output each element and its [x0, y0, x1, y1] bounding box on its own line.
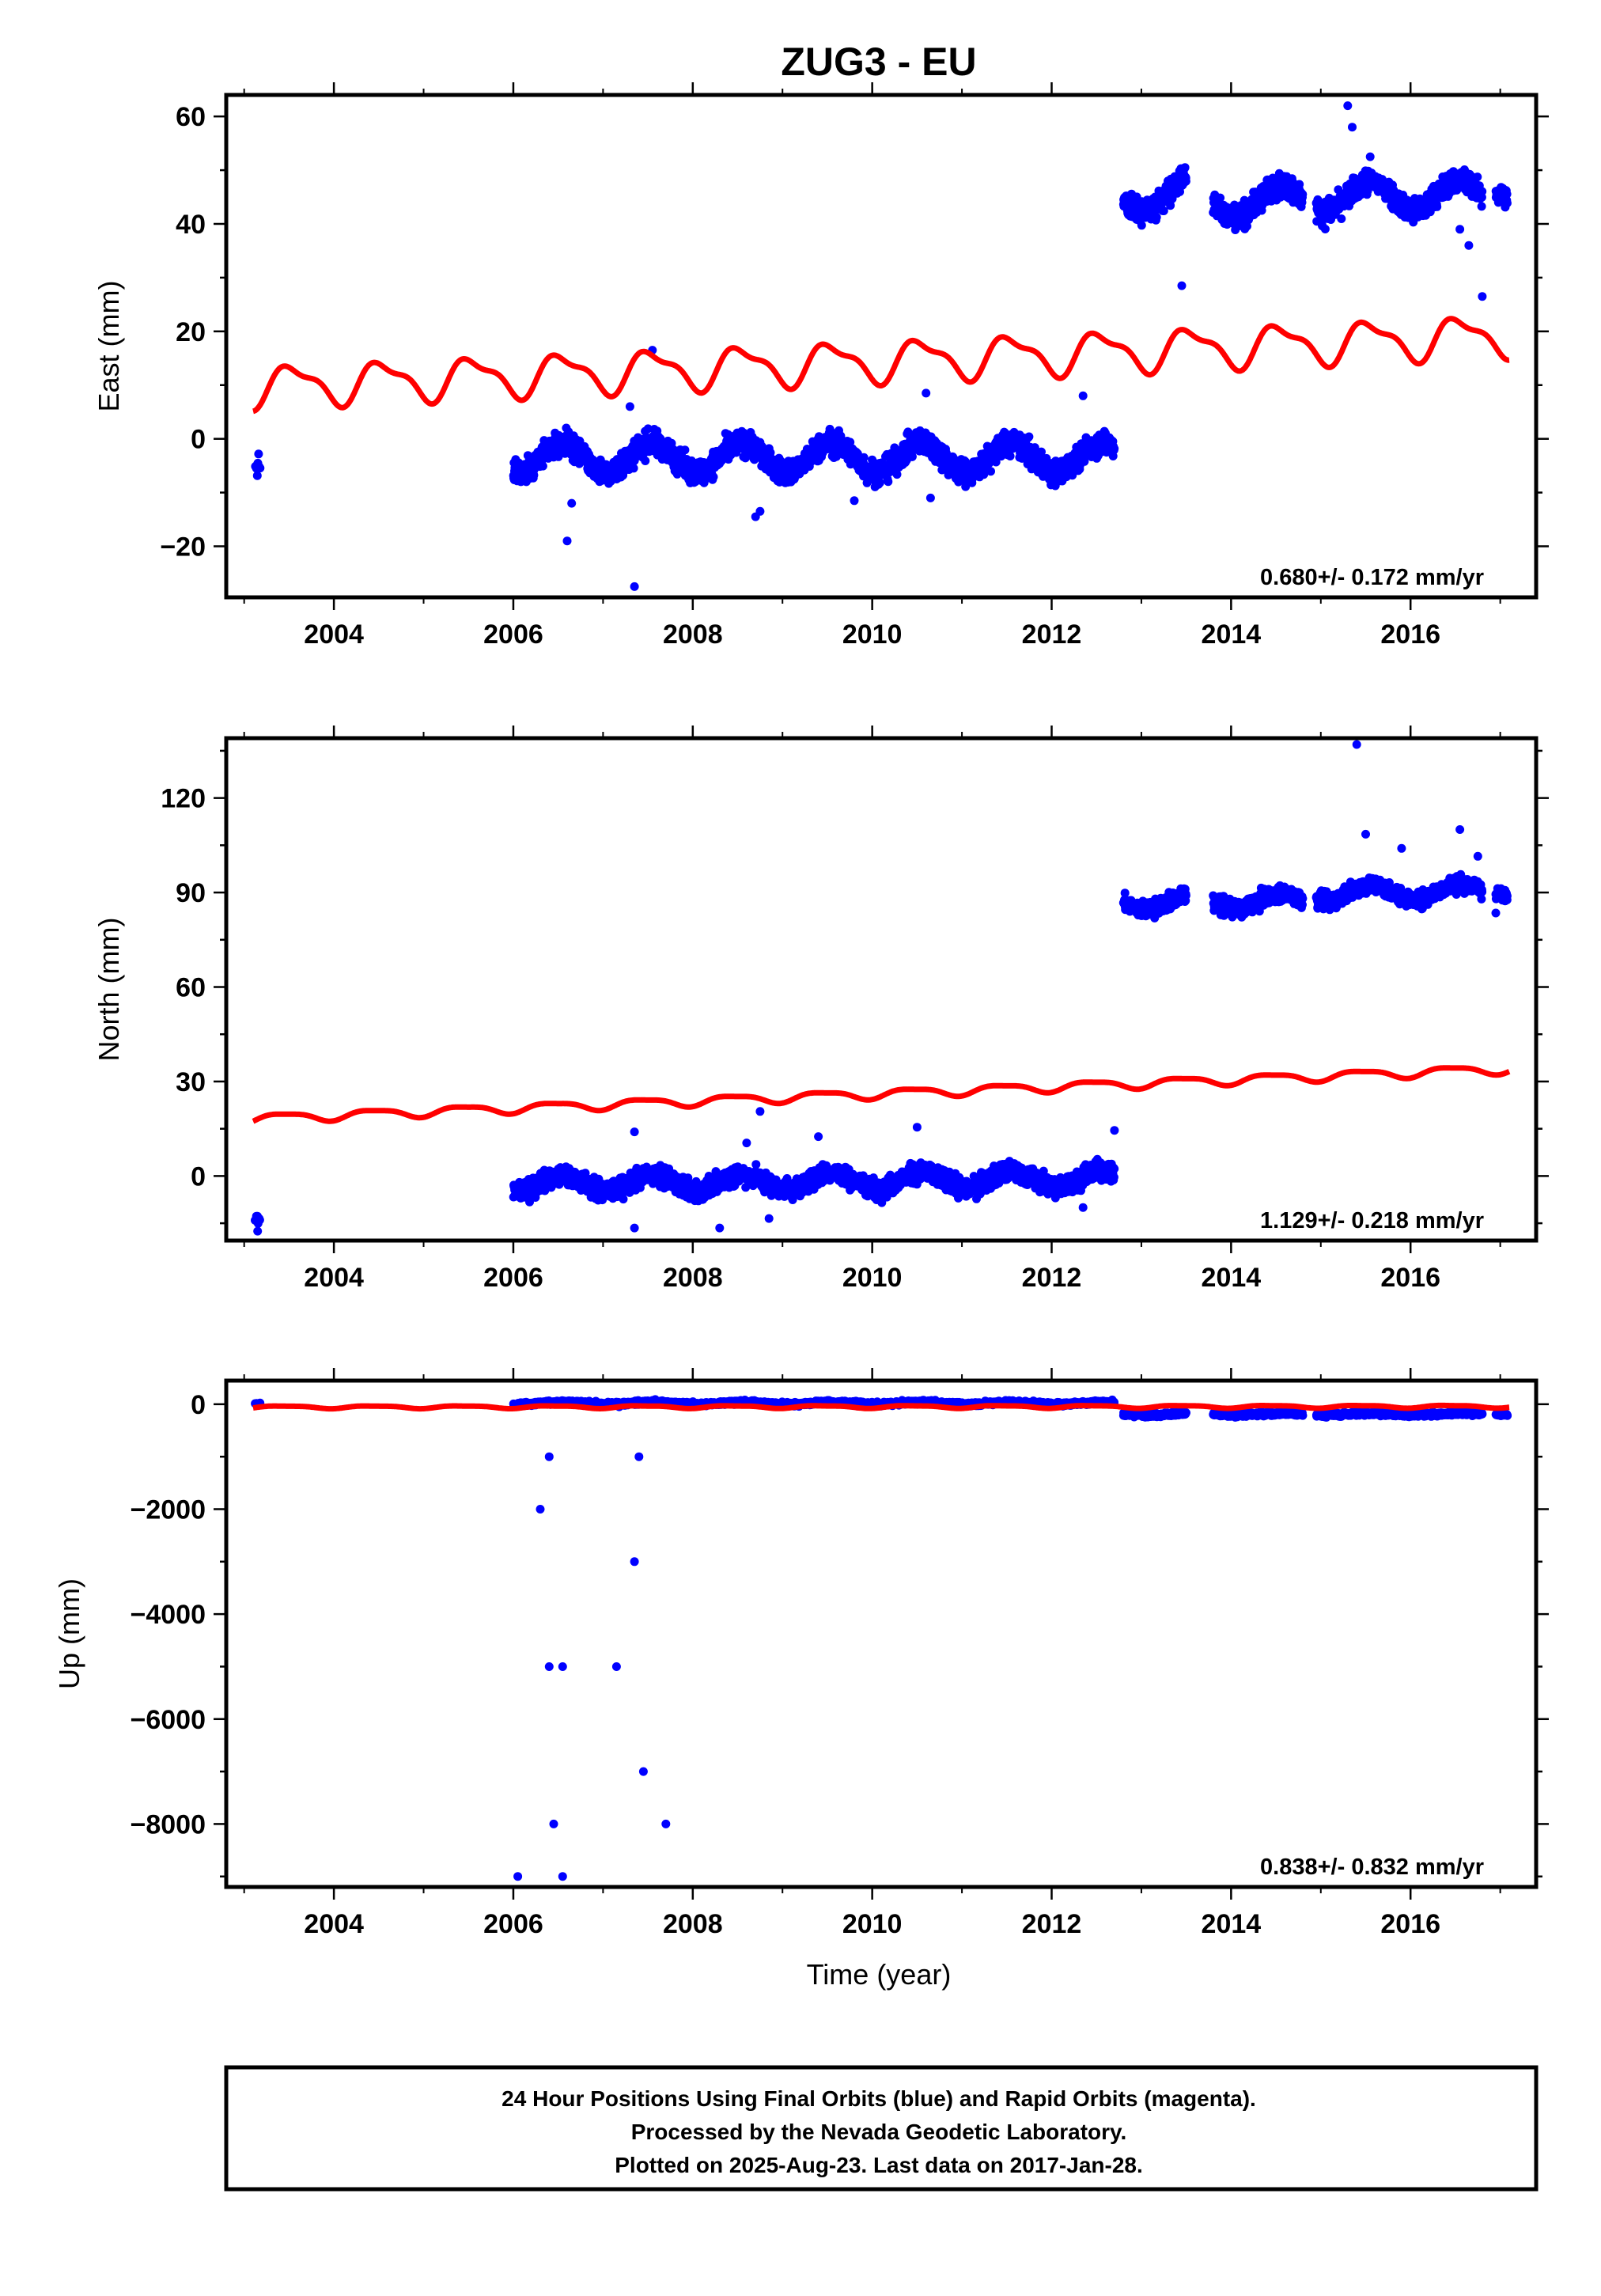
y-axis-label: East (mm) [93, 281, 125, 412]
outlier-point [1455, 225, 1464, 233]
data-point [680, 445, 689, 454]
data-point [630, 464, 638, 472]
data-point [539, 462, 547, 471]
outlier-point [926, 494, 935, 502]
data-point [1182, 177, 1190, 186]
data-point [1024, 433, 1033, 441]
outlier-point [755, 507, 764, 516]
data-point [255, 464, 264, 472]
data-point [884, 477, 892, 486]
data-point [1321, 225, 1330, 233]
data-point [1298, 190, 1307, 199]
outlier-point [1343, 101, 1352, 110]
data-point [1181, 163, 1190, 172]
data-point [619, 1195, 628, 1203]
chart-title: ZUG3 - EU [781, 40, 976, 84]
outlier-point [567, 499, 576, 508]
data-point [1137, 221, 1146, 229]
y-tick-label: 20 [176, 317, 206, 347]
data-point [1478, 188, 1486, 196]
outlier-point [850, 496, 859, 505]
y-tick-label: 60 [176, 102, 206, 132]
data-point [1473, 172, 1482, 181]
outlier-point [626, 402, 634, 411]
x-tick-label: 2014 [1202, 619, 1262, 650]
data-point [1433, 203, 1441, 211]
observations-east [251, 101, 1512, 591]
outlier-point [563, 536, 572, 545]
outlier-point [922, 388, 930, 397]
data-point [1478, 202, 1486, 210]
data-point [1152, 213, 1161, 222]
outlier-point [1464, 241, 1473, 250]
outlier-point [1366, 153, 1375, 161]
data-point [876, 479, 884, 487]
data-point [1503, 190, 1512, 199]
data-point [986, 467, 995, 475]
y-tick-label: 0 [191, 425, 206, 455]
data-point [1295, 180, 1304, 189]
panel-east: 2004 2006 2008 2010 2012 2014 2016 −20 0 20 40 60 Ea… [93, 82, 1549, 650]
observations-north [251, 741, 1512, 1236]
x-tick-label: 2016 [1380, 619, 1440, 650]
data-point [1337, 214, 1346, 223]
x-tick-label: 2004 [304, 619, 364, 650]
data-point [1110, 445, 1118, 453]
outlier-point [1348, 123, 1357, 131]
y-tick-label: 40 [176, 210, 206, 240]
model-curve-east [253, 319, 1509, 411]
data-point [751, 1160, 760, 1169]
outlier-point [630, 582, 639, 591]
panel-north: 2004 2006 2008 2010 2012 2014 20160306090120No… [93, 726, 1549, 1293]
x-tick-label: 2008 [663, 619, 723, 650]
outlier-point [1079, 392, 1088, 400]
data-point [254, 449, 263, 458]
y-tick-label: −20 [160, 532, 206, 562]
data-point [1006, 452, 1015, 460]
data-point [255, 1216, 264, 1225]
x-tick-label: 2010 [842, 619, 903, 650]
data-point [710, 472, 718, 481]
data-point [253, 472, 262, 480]
rate-label: 0.680+/- 0.172 mm/yr [1260, 565, 1484, 590]
data-point [529, 471, 538, 479]
data-point [1503, 199, 1512, 207]
outlier-point [1178, 282, 1187, 290]
data-point [641, 457, 649, 465]
plot-frame [226, 95, 1536, 597]
x-tick-label: 2012 [1022, 619, 1082, 650]
x-tick-label: 2006 [483, 619, 543, 650]
outlier-point [1478, 292, 1486, 301]
panels: 2004 2006 2008 2010 2012 2014 2016 −20 0 20 40 60 Ea… [53, 82, 1549, 1939]
